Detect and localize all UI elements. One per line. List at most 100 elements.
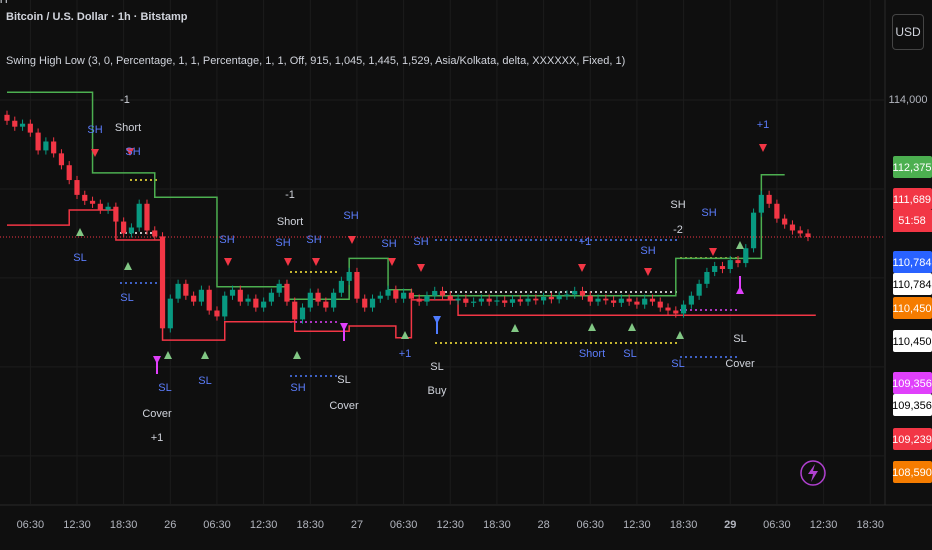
x-tick-label: 12:30 (810, 519, 838, 531)
signal-marker (676, 331, 684, 339)
price-tag (893, 273, 932, 295)
signal-marker (401, 331, 409, 339)
candle-body (58, 153, 65, 166)
candle-body (634, 301, 640, 305)
candle-body (253, 298, 259, 308)
candle-body (191, 295, 197, 302)
candle-body (540, 296, 547, 301)
price-tag (893, 394, 932, 416)
candle-body (805, 233, 811, 238)
candle-body (338, 280, 345, 293)
price-tag-label: 112,375 (893, 162, 932, 174)
candle-body (447, 295, 453, 301)
candle-body (758, 194, 764, 213)
signal-marker (578, 264, 586, 272)
signal-marker (709, 248, 717, 256)
candle-body (369, 298, 376, 308)
annotation: SH (87, 124, 102, 136)
signal-marker (433, 316, 441, 324)
annotation: SL (671, 358, 684, 370)
candle-body (789, 224, 796, 231)
candle-body (284, 283, 290, 302)
annotation: SH (0, 0, 8, 6)
candle-body (463, 298, 469, 303)
candle-body (245, 298, 251, 302)
candle-body (494, 300, 500, 302)
candle-body (696, 283, 702, 296)
candle-body (385, 289, 391, 296)
signal-marker (293, 351, 301, 359)
annotation: Cover (142, 408, 172, 420)
annotation: SL (73, 252, 86, 264)
alert-icon-bolt (808, 464, 818, 482)
candle-body (237, 289, 243, 302)
candle-body (214, 310, 220, 317)
signal-marker (511, 324, 519, 332)
x-tick-label: 12:30 (63, 519, 91, 531)
annotation: -1 (120, 94, 130, 106)
alert-icon[interactable] (800, 460, 826, 486)
price-tag-label: 109,239 (892, 434, 932, 446)
x-tick-label: 12:30 (250, 519, 278, 531)
candle-body (346, 271, 352, 281)
signal-marker (201, 351, 209, 359)
x-tick-label: 26 (164, 519, 176, 531)
candle-body (564, 294, 570, 296)
price-tag (893, 188, 932, 210)
candle-body (331, 292, 337, 308)
signal-marker (388, 258, 396, 266)
indicator-label[interactable]: Swing High Low (3, 0, Percentage, 1, 1, … (6, 55, 626, 67)
annotation: Short (277, 216, 303, 228)
annotation: SH (343, 210, 358, 222)
price-tag (893, 297, 932, 319)
candle-body (610, 300, 617, 303)
annotation: SL (733, 333, 746, 345)
signal-marker (417, 264, 425, 272)
annotation: SL (623, 348, 636, 360)
annotation: SH (381, 238, 396, 250)
candle-body (43, 141, 49, 151)
annotation: SH (413, 236, 428, 248)
x-tick-label: 12:30 (437, 519, 465, 531)
annotation: +1 (151, 432, 164, 444)
candle-body (517, 299, 523, 302)
candle-body (12, 120, 18, 127)
price-tag (893, 251, 932, 273)
candle-body (408, 292, 414, 299)
annotation: SH (701, 207, 716, 219)
candle-body (797, 230, 803, 234)
candle-body (51, 141, 57, 154)
candle-body (128, 227, 135, 234)
candle-body (626, 298, 632, 302)
currency-button[interactable]: USD (892, 14, 924, 50)
annotation: Buy (428, 385, 447, 397)
candle-body (66, 165, 72, 181)
candle-body (144, 203, 150, 231)
candle-body (642, 298, 648, 305)
candle-body (323, 301, 329, 308)
candle-body (121, 221, 127, 234)
price-tag (893, 428, 932, 450)
candle-body (82, 194, 88, 201)
candle-body (206, 289, 212, 311)
candle-body (525, 298, 531, 302)
candle-body (704, 271, 710, 284)
annotation: SH (290, 382, 305, 394)
candle-body (673, 310, 679, 314)
price-tag-label: 109,356 (892, 378, 932, 390)
price-tag (893, 156, 932, 178)
candle-body (89, 200, 96, 204)
candle-body (35, 132, 41, 151)
price-tag-label: 110,784 (893, 279, 932, 291)
price-tag-label: 111,689 (893, 194, 931, 206)
signal-marker (76, 228, 84, 236)
annotation: SL (337, 374, 350, 386)
candle-body (439, 290, 446, 296)
price-tag (893, 330, 932, 352)
candle-body (509, 299, 516, 303)
price-tag-label: 109,356 (892, 400, 932, 412)
candle-body (27, 123, 33, 133)
candle-body (719, 266, 726, 270)
